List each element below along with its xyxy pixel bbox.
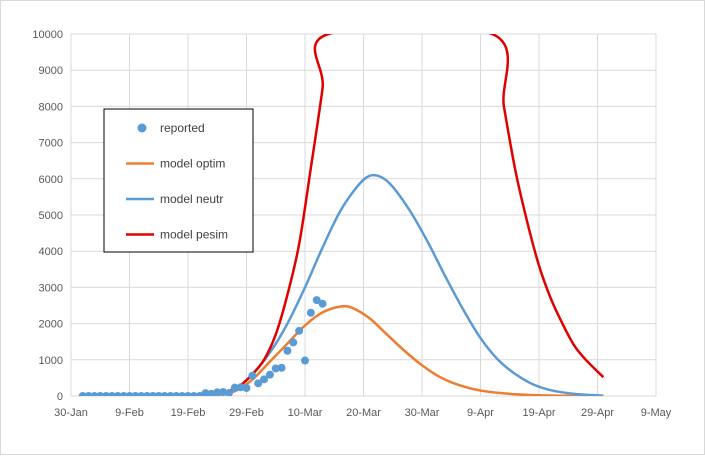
x-tick-label: 20-Mar bbox=[346, 407, 381, 419]
data-point bbox=[301, 356, 309, 365]
y-tick-label: 10000 bbox=[32, 29, 63, 41]
y-tick-label: 5000 bbox=[39, 210, 63, 222]
legend-label: model neutr bbox=[160, 192, 223, 206]
data-point bbox=[260, 375, 269, 384]
series-points-reported bbox=[78, 296, 327, 396]
data-point bbox=[289, 338, 298, 347]
data-point bbox=[248, 371, 257, 380]
x-tick-label: 19-Apr bbox=[522, 407, 555, 419]
x-tick-label: 30-Jan bbox=[54, 407, 88, 419]
data-point bbox=[230, 383, 239, 392]
y-tick-label: 1000 bbox=[39, 355, 63, 367]
y-tick-label: 0 bbox=[57, 391, 63, 403]
legend-marker-dot bbox=[137, 123, 147, 133]
y-tick-label: 3000 bbox=[39, 282, 63, 294]
x-tick-label: 10-Mar bbox=[288, 407, 323, 419]
data-point bbox=[254, 379, 263, 388]
legend-label: model pesim bbox=[160, 228, 228, 242]
x-tick-label: 19-Feb bbox=[171, 407, 206, 419]
x-tick-label: 30-Mar bbox=[405, 407, 440, 419]
series-line-model-neutr bbox=[216, 173, 604, 396]
data-point bbox=[318, 299, 327, 308]
plot-area bbox=[78, 34, 605, 396]
legend-label: reported bbox=[160, 121, 205, 135]
x-tick-label: 9-Feb bbox=[115, 407, 144, 419]
x-tick-label: 29-Feb bbox=[229, 407, 264, 419]
data-point bbox=[213, 388, 222, 396]
x-tick-label: 9-May bbox=[641, 407, 672, 419]
y-tick-label: 6000 bbox=[39, 174, 63, 186]
legend-box bbox=[103, 108, 254, 253]
series-line-model-pesim bbox=[216, 34, 605, 396]
data-point bbox=[265, 370, 274, 379]
data-point bbox=[277, 363, 286, 372]
data-point bbox=[312, 296, 321, 305]
x-tick-label: 9-Apr bbox=[467, 407, 494, 419]
data-point bbox=[271, 364, 280, 373]
y-tick-label: 2000 bbox=[39, 319, 63, 331]
data-point bbox=[242, 384, 251, 393]
data-point bbox=[224, 389, 233, 396]
y-tick-label: 7000 bbox=[39, 138, 63, 150]
axis-labels: 0 1000 2000 3000 4000 5000 6000 7000 8000 9000 100… bbox=[32, 29, 671, 419]
y-tick-label: 8000 bbox=[39, 101, 63, 113]
series-line-model-optim bbox=[216, 304, 604, 396]
data-point bbox=[236, 383, 245, 392]
legend: reported model optim model neutr model pesi… bbox=[103, 108, 254, 253]
data-point bbox=[283, 346, 292, 355]
y-tick-label: 9000 bbox=[39, 65, 63, 77]
x-tick-label: 29-Apr bbox=[581, 407, 614, 419]
y-tick-label: 4000 bbox=[39, 246, 63, 258]
legend-label: model optim bbox=[160, 157, 225, 171]
data-point bbox=[306, 308, 315, 317]
data-point bbox=[295, 326, 304, 335]
